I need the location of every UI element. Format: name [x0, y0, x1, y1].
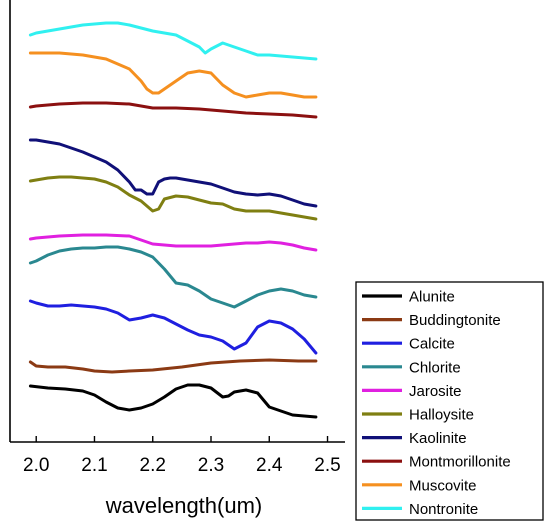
- series-line-nontronite: [28, 21, 318, 61]
- legend-label-calcite: Calcite: [409, 336, 455, 353]
- legend-box: [355, 281, 544, 521]
- series-line-buddingtonite: [28, 358, 318, 374]
- x-ticks: 2.0 2.1 2.2 2.3 2.4 2.5: [23, 436, 341, 476]
- legend-label-nontronite: Nontronite: [409, 501, 478, 518]
- legend-label-alunite: Alunite: [409, 289, 455, 306]
- x-tick-label: 2.4: [256, 455, 283, 476]
- series-line-halloysite: [28, 175, 318, 221]
- series-line-jarosite: [28, 233, 318, 252]
- series-line-calcite: [28, 299, 318, 355]
- x-tick-label: 2.3: [198, 455, 224, 476]
- series-line-kaolinite: [28, 138, 318, 208]
- x-tick-label: 2.2: [140, 455, 166, 476]
- x-tick-label: 2.1: [81, 455, 107, 476]
- series-line-muscovite: [28, 51, 318, 99]
- legend-label-chlorite: Chlorite: [409, 359, 461, 376]
- axes: [9, 0, 345, 443]
- legend-label-halloysite: Halloysite: [409, 407, 474, 424]
- legend-label-kaolinite: Kaolinite: [409, 430, 467, 447]
- x-tick-label: 2.0: [23, 455, 49, 476]
- series-line-chlorite: [28, 245, 318, 309]
- legend-label-montmorillonite: Montmorillonite: [409, 454, 511, 471]
- plot-lines: [28, 21, 318, 419]
- x-axis-title: wavelength(um): [105, 493, 263, 518]
- legend-label-muscovite: Muscovite: [409, 477, 477, 494]
- legend: Alunite Buddingtonite Calcite Chlorite Jaros…: [355, 281, 544, 521]
- series-line-alunite: [28, 383, 318, 419]
- series-line-montmorillonite: [28, 101, 318, 119]
- legend-label-jarosite: Jarosite: [409, 383, 462, 400]
- legend-label-buddingtonite: Buddingtonite: [409, 312, 501, 329]
- x-tick-label: 2.5: [314, 455, 340, 476]
